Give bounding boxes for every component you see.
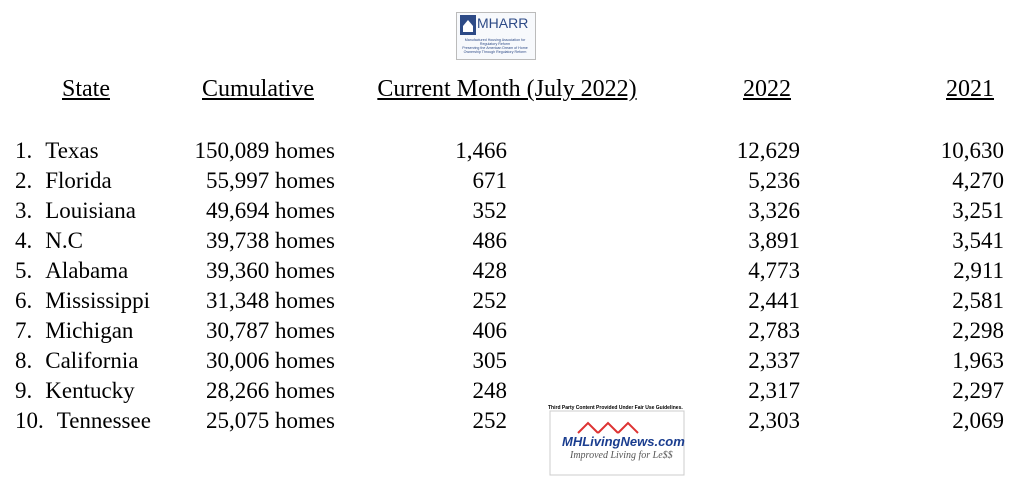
state-name: Michigan	[45, 318, 134, 343]
value-cell: 406	[472, 318, 508, 343]
rank: 6.	[15, 288, 33, 313]
value-cell: 49,694 homes	[205, 198, 335, 223]
state-cell: 6. Mississippi	[15, 287, 150, 315]
state-name: Texas	[45, 138, 99, 163]
logo-name: MHARR	[477, 15, 529, 31]
rank: 5.	[15, 258, 33, 283]
value-cell: 28,266 homes	[205, 378, 335, 403]
rank: 2.	[15, 168, 33, 193]
state-name: Mississippi	[45, 288, 151, 313]
value-cell: 39,738 homes	[205, 228, 335, 253]
watermark-box	[549, 410, 685, 476]
state-cell: 5. Alabama	[15, 257, 128, 285]
value-cell: 428	[472, 258, 508, 283]
rank: 4.	[15, 228, 33, 253]
value-cell: 30,787 homes	[205, 318, 335, 343]
value-cell: 2,441	[748, 288, 800, 313]
logo-icon	[460, 15, 476, 35]
rank: 9.	[15, 378, 33, 403]
value-cell: 31,348 homes	[205, 288, 335, 313]
state-cell: 3. Louisiana	[15, 197, 136, 225]
state-name: N.C	[45, 228, 83, 253]
value-cell: 55,997 homes	[205, 168, 335, 193]
state-name: Alabama	[45, 258, 129, 283]
state-cell: 10. Tennessee	[15, 407, 151, 435]
column-header: 2022	[743, 76, 791, 102]
value-cell: 2,303	[748, 408, 800, 433]
value-cell: 3,251	[952, 198, 1004, 223]
state-cell: 7. Michigan	[15, 317, 133, 345]
value-cell: 2,911	[953, 258, 1004, 283]
state-name: Florida	[45, 168, 112, 193]
state-cell: 9. Kentucky	[15, 377, 135, 405]
watermark-site: MHLivingNews.com	[562, 434, 685, 449]
value-cell: 150,089 homes	[194, 138, 335, 163]
logo-house	[463, 20, 473, 32]
rank: 7.	[15, 318, 33, 343]
value-cell: 39,360 homes	[205, 258, 335, 283]
value-cell: 2,581	[952, 288, 1004, 313]
state-name: California	[45, 348, 139, 373]
value-cell: 1,963	[952, 348, 1004, 373]
state-cell: 8. California	[15, 347, 139, 375]
value-cell: 3,541	[952, 228, 1004, 253]
value-cell: 252	[472, 288, 508, 313]
value-cell: 1,466	[455, 138, 507, 163]
rank: 1.	[15, 138, 33, 163]
logo-tagline: Preserving the American Dream of Home Ow…	[462, 46, 528, 54]
value-cell: 671	[472, 168, 508, 193]
value-cell: 5,236	[748, 168, 800, 193]
watermark-frame	[549, 410, 685, 476]
value-cell: 352	[472, 198, 508, 223]
column-header: State	[62, 76, 110, 102]
value-cell: 30,006 homes	[205, 348, 335, 373]
value-cell: 4,270	[952, 168, 1004, 193]
value-cell: 2,783	[748, 318, 800, 343]
state-name: Louisiana	[45, 198, 136, 223]
value-cell: 25,075 homes	[205, 408, 335, 433]
value-cell: 2,298	[952, 318, 1004, 343]
watermark-tagline: Improved Living for Le$$	[570, 450, 673, 461]
value-cell: 2,297	[952, 378, 1004, 403]
rank: 3.	[15, 198, 33, 223]
state-cell: 2. Florida	[15, 167, 112, 195]
state-name: Kentucky	[45, 378, 135, 403]
value-cell: 305	[472, 348, 508, 373]
value-cell: 10,630	[940, 138, 1004, 163]
value-cell: 2,337	[748, 348, 800, 373]
value-cell: 252	[472, 408, 508, 433]
column-header: 2021	[946, 76, 994, 102]
state-name: Tennessee	[56, 408, 151, 433]
value-cell: 4,773	[748, 258, 800, 283]
column-header: Cumulative	[202, 76, 314, 102]
value-cell: 3,326	[748, 198, 800, 223]
value-cell: 3,891	[748, 228, 800, 253]
value-cell: 486	[472, 228, 508, 253]
value-cell: 248	[472, 378, 508, 403]
value-cell: 2,317	[748, 378, 800, 403]
column-header: Current Month (July 2022)	[377, 76, 637, 102]
watermark-note: Third Party Content Provided Under Fair …	[548, 405, 683, 411]
rank: 10.	[15, 408, 44, 433]
value-cell: 12,629	[736, 138, 800, 163]
logo-organization: Manufactured Housing Association for Reg…	[464, 38, 526, 46]
state-cell: 1. Texas	[15, 137, 99, 165]
state-cell: 4. N.C	[15, 227, 83, 255]
rank: 8.	[15, 348, 33, 373]
value-cell: 2,069	[952, 408, 1004, 433]
watermark-roofs	[577, 421, 639, 434]
